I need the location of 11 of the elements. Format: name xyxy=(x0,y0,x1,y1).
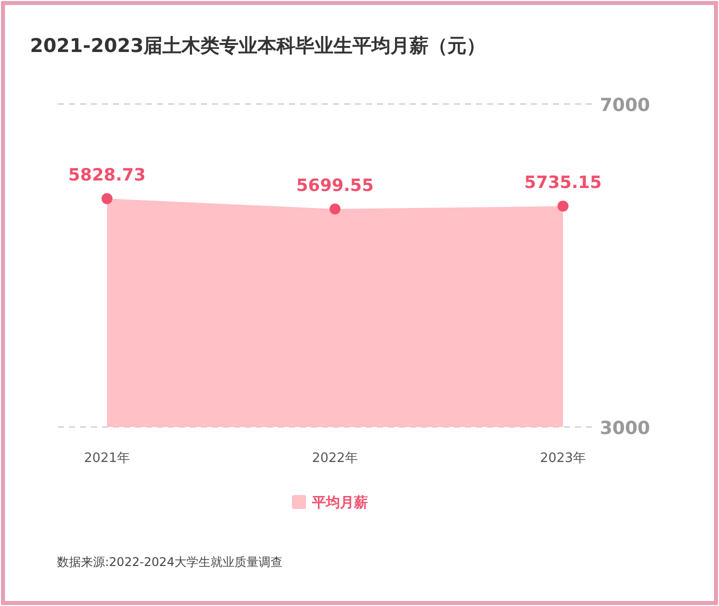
data-label: 5828.73 xyxy=(68,166,146,186)
y-tick-label: 3000 xyxy=(600,418,650,439)
y-tick-label: 7000 xyxy=(600,95,650,116)
x-tick-label: 2021年 xyxy=(84,451,130,466)
source-note: 数据来源:2022-2024大学生就业质量调查 xyxy=(57,555,282,569)
chart-title: 2021-2023届土木类专业本科毕业生平均月薪（元） xyxy=(30,35,486,57)
x-tick-label: 2022年 xyxy=(312,451,358,466)
x-tick-label: 2023年 xyxy=(540,451,586,466)
legend-label: 平均月薪 xyxy=(311,495,368,511)
data-label: 5699.55 xyxy=(296,176,374,196)
data-label: 5735.15 xyxy=(524,173,602,194)
